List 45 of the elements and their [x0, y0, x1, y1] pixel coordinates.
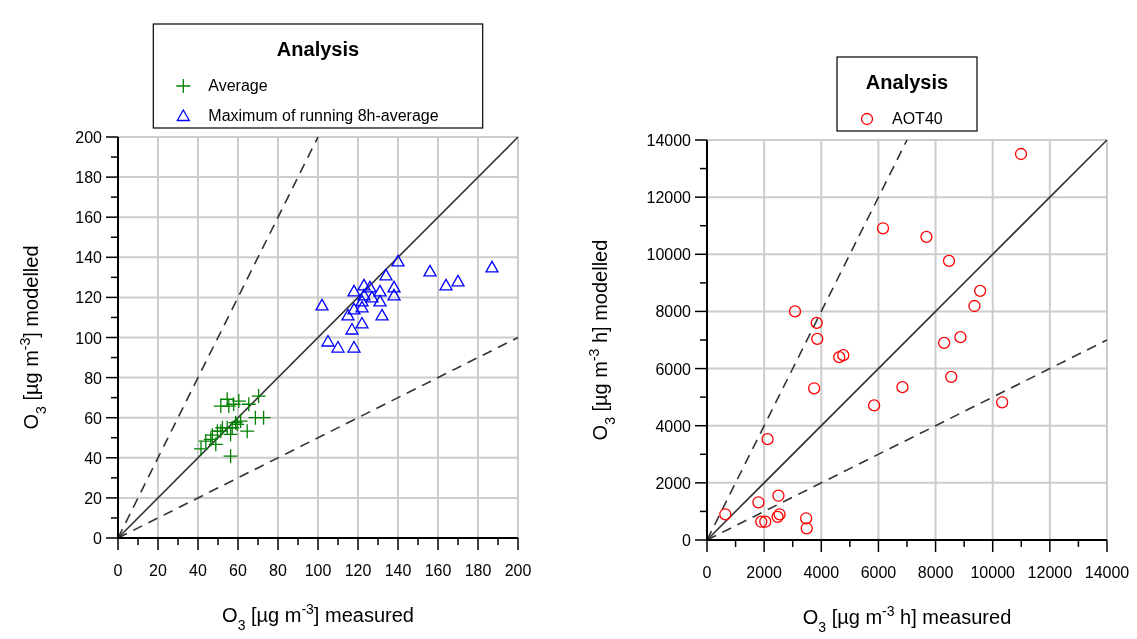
x-tick-label: 8000: [917, 564, 954, 581]
x-tick-label: 10000: [970, 564, 1016, 581]
x-tick-label: 2000: [746, 564, 783, 581]
x-tick-label: 6000: [860, 564, 897, 581]
x-tick-label: 14000: [1084, 564, 1130, 581]
y-tick-label: 200: [75, 129, 103, 146]
y-tick-label: 0: [93, 530, 103, 547]
legend-title: Analysis: [865, 71, 949, 93]
legend-label: Average: [208, 77, 268, 94]
x-tick-label: 4000: [803, 564, 840, 581]
y-tick-label: 180: [75, 169, 103, 187]
y-tick-label: 6000: [655, 360, 692, 378]
y-tick-label: 8000: [655, 303, 692, 321]
y-tick-label: 40: [84, 449, 103, 467]
x-tick-label: 100: [304, 562, 332, 579]
legend-label: Maximum of running 8h-average: [208, 107, 439, 124]
x-tick-label: 200: [504, 562, 532, 579]
y-tick-label: 14000: [646, 132, 692, 149]
x-tick-label: 180: [464, 562, 492, 579]
x-tick-label: 40: [189, 562, 207, 579]
y-tick-label: 120: [75, 289, 103, 307]
x-tick-label: 12000: [1027, 564, 1073, 581]
x-tick-label: 80: [269, 562, 287, 579]
x-tick-label: 0: [113, 562, 123, 579]
x-tick-label: 160: [424, 562, 452, 579]
y-tick-label: 2000: [655, 474, 692, 492]
y-tick-label: 12000: [646, 189, 692, 207]
y-tick-label: 80: [84, 369, 103, 387]
x-tick-label: 140: [384, 562, 412, 579]
x-tick-label: 60: [229, 562, 247, 579]
y-tick-label: 100: [75, 329, 103, 347]
x-tick-label: 0: [702, 564, 712, 581]
y-tick-label: 20: [84, 489, 103, 507]
legend-title: Analysis: [276, 38, 360, 60]
x-axis-title: O$_{3}$ [µg m$^{-3}$] measured: [222, 601, 414, 633]
x-axis-title: O$_{3}$ [µg m$^{-3}$ h] measured: [802, 603, 1012, 635]
x-tick-label: 20: [149, 562, 167, 579]
legend-label: AOT40: [892, 110, 943, 127]
y-tick-label: 60: [84, 409, 103, 427]
y-tick-label: 140: [75, 249, 103, 267]
y-tick-label: 0: [682, 532, 692, 549]
y-tick-label: 4000: [655, 417, 692, 435]
y-tick-label: 10000: [646, 246, 692, 264]
y-tick-label: 160: [75, 209, 103, 227]
x-tick-label: 120: [344, 562, 372, 579]
